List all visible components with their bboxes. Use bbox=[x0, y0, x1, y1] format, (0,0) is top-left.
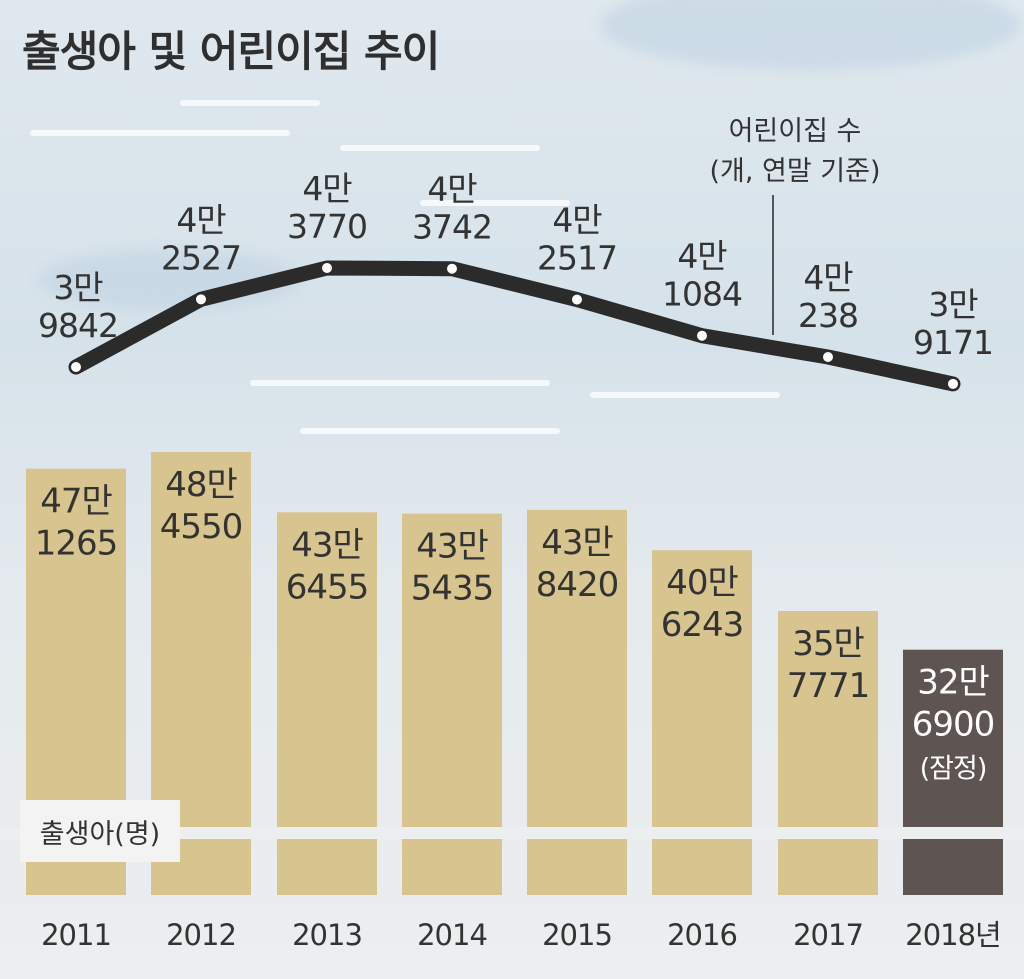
bar-label: 35만 bbox=[792, 624, 864, 664]
bar-label: 8420 bbox=[536, 565, 619, 605]
x-tick-label: 2013 bbox=[292, 918, 362, 952]
bar-label: 6900 bbox=[912, 705, 995, 745]
line-label: 3770 bbox=[287, 207, 367, 246]
x-tick-label: 2012 bbox=[166, 918, 236, 952]
line-label: 238 bbox=[798, 296, 858, 335]
line-point-2014 bbox=[445, 261, 459, 276]
line-label: 1084 bbox=[662, 275, 742, 314]
line-point-2016 bbox=[695, 328, 709, 343]
line-legend: 어린이집 수 (개, 연말 기준) bbox=[690, 112, 900, 192]
line-label: 3만 bbox=[928, 285, 978, 324]
x-tick-label: 2015 bbox=[542, 918, 612, 952]
line-label: 4만 bbox=[302, 169, 352, 208]
line-legend-unit: (개, 연말 기준) bbox=[709, 156, 881, 187]
bar-label: 43만 bbox=[416, 527, 488, 567]
bar-label: 48만 bbox=[165, 465, 237, 505]
line-label: 4만 bbox=[677, 237, 727, 276]
line-label: 4만 bbox=[552, 201, 602, 240]
line-legend-title: 어린이집 수 bbox=[728, 116, 862, 147]
bar-label: 32만 bbox=[917, 663, 989, 703]
line-point-2011 bbox=[69, 360, 83, 374]
line-label: 9171 bbox=[913, 323, 993, 362]
bar-2017 bbox=[778, 611, 878, 895]
x-tick-label: 2014 bbox=[417, 918, 487, 952]
line-label: 2517 bbox=[537, 239, 617, 278]
bar-legend: 출생아(명) bbox=[20, 800, 180, 862]
line-label: 4만 bbox=[176, 200, 226, 239]
bar-label: 5435 bbox=[411, 569, 494, 609]
line-label: 4만 bbox=[803, 258, 853, 297]
x-tick-label: 2016 bbox=[667, 918, 737, 952]
bar-label: 40만 bbox=[666, 563, 738, 603]
chart-title: 출생아 및 어린이집 추이 bbox=[22, 27, 440, 76]
bar-label: 7771 bbox=[787, 666, 870, 706]
bar-2018년 bbox=[903, 649, 1003, 895]
line-point-2017 bbox=[821, 350, 835, 365]
line-label: 4만 bbox=[427, 170, 477, 209]
line-label: 9842 bbox=[38, 306, 118, 345]
line-label: 2527 bbox=[161, 238, 241, 277]
x-axis: 2011 2012 2013 2014 2015 2016 2017 2018년 bbox=[41, 918, 1002, 952]
bar-label: 1265 bbox=[35, 524, 118, 564]
x-tick-label: 2011 bbox=[41, 918, 111, 952]
bar-label: 47만 bbox=[40, 482, 112, 522]
x-tick-label: 2018년 bbox=[905, 918, 1000, 952]
line-path bbox=[68, 260, 961, 392]
bar-gap-band bbox=[0, 827, 1024, 839]
line-point-2012 bbox=[194, 292, 208, 307]
x-tick-label: 2017 bbox=[793, 918, 863, 952]
line-point-2013 bbox=[320, 261, 334, 275]
bar-label: 6455 bbox=[286, 567, 369, 607]
line-label: 3742 bbox=[412, 208, 492, 247]
legend-divider bbox=[772, 195, 774, 335]
line-label: 3만 bbox=[53, 268, 103, 307]
bar-label: 43만 bbox=[541, 523, 613, 563]
bar-label: 6243 bbox=[661, 605, 744, 645]
bar-label: (잠정) bbox=[920, 754, 987, 785]
bar-label: 43만 bbox=[291, 525, 363, 565]
bar-label: 4550 bbox=[160, 507, 243, 547]
line-point-2018년 bbox=[946, 376, 960, 391]
line-point-2015 bbox=[570, 292, 584, 307]
